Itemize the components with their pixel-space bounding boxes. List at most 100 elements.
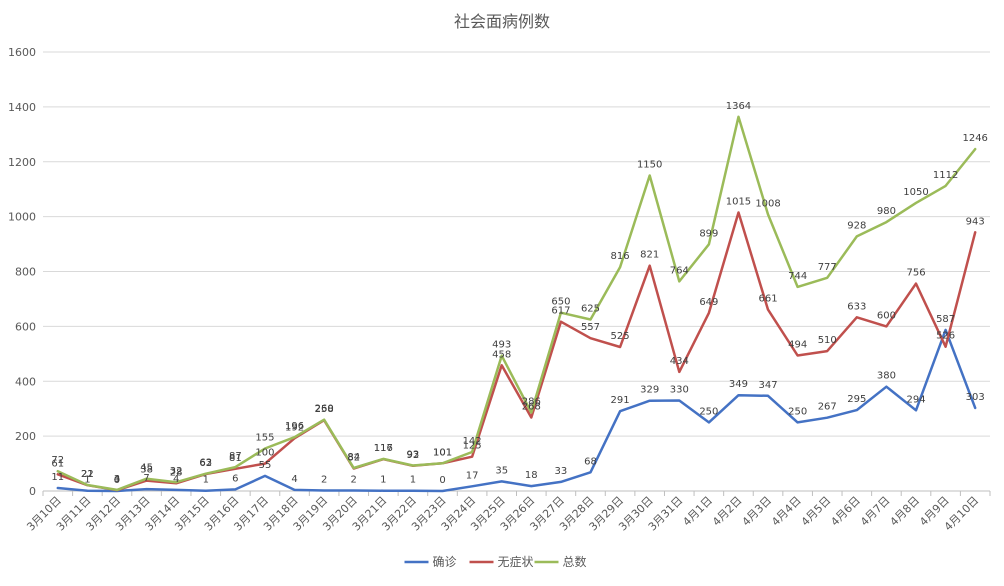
- data-label: 33: [555, 466, 568, 477]
- y-tick-label: 800: [15, 266, 36, 279]
- data-label: 458: [492, 349, 511, 360]
- data-label: 116: [374, 443, 393, 454]
- data-label: 100: [255, 448, 274, 459]
- data-label: 55: [259, 460, 272, 471]
- data-label: 1246: [962, 133, 987, 144]
- data-label: 117: [374, 443, 393, 454]
- data-label: 62: [199, 458, 212, 469]
- data-label: 63: [199, 458, 212, 469]
- data-label: 617: [551, 306, 570, 317]
- y-tick-label: 1200: [8, 156, 36, 169]
- data-label: 928: [847, 220, 866, 231]
- y-tick-label: 400: [15, 375, 36, 388]
- legend-label: 总数: [563, 554, 587, 569]
- data-label: 4: [114, 474, 120, 485]
- data-label: 250: [788, 406, 807, 417]
- data-label: 35: [495, 465, 508, 476]
- data-label: 11: [51, 472, 64, 483]
- data-label: 1: [380, 475, 386, 486]
- data-label: 295: [847, 394, 866, 405]
- data-label: 2: [321, 474, 327, 485]
- data-label: 196: [285, 421, 304, 432]
- x-tick-label: 4月5日: [799, 494, 834, 529]
- x-axis-ticks: 3月10日3月11日3月12日3月13日3月14日3月15日3月16日3月17日…: [24, 491, 991, 534]
- data-label: 380: [877, 371, 896, 382]
- data-label: 764: [670, 265, 689, 276]
- data-label: 943: [966, 216, 985, 227]
- data-label: 258: [315, 404, 334, 415]
- data-label: 21: [81, 469, 94, 480]
- data-label: 268: [522, 401, 541, 412]
- data-label: 777: [818, 262, 837, 273]
- data-label: 510: [818, 335, 837, 346]
- data-label: 557: [581, 322, 600, 333]
- data-label: 45: [140, 463, 153, 474]
- data-label: 87: [229, 451, 242, 462]
- data-label: 980: [877, 206, 896, 217]
- data-label: 291: [611, 395, 630, 406]
- data-label: 625: [581, 304, 600, 315]
- y-tick-label: 1600: [8, 46, 36, 59]
- legend: 确诊 无症状 总数: [404, 554, 587, 569]
- data-label: 587: [936, 314, 955, 325]
- legend-item-0: 确诊: [404, 555, 457, 569]
- data-label: 4: [173, 474, 179, 485]
- legend-item-2: 总数: [534, 554, 587, 569]
- legend-label: 无症状: [498, 554, 534, 569]
- x-tick-label: 4月6日: [828, 494, 863, 529]
- data-label: 267: [818, 402, 837, 413]
- data-label: 32: [170, 466, 183, 477]
- x-tick-label: 4月2日: [710, 494, 745, 529]
- data-label: 756: [906, 268, 925, 279]
- data-label: 434: [670, 356, 689, 367]
- data-label: 192: [285, 422, 304, 433]
- data-label: 17: [466, 470, 479, 481]
- data-label: 4: [291, 474, 297, 485]
- data-label: 81: [229, 453, 242, 464]
- data-label: 1015: [726, 197, 751, 208]
- y-axis-ticks: 0 200 400 600 800 1000 1200 1400 1600: [8, 46, 36, 498]
- data-label: 1150: [637, 159, 662, 170]
- data-label: 899: [699, 228, 718, 239]
- data-label: 294: [906, 394, 925, 405]
- x-tick-label: 4月3日: [740, 494, 775, 529]
- data-label: 600: [877, 310, 896, 321]
- data-label: 3: [114, 474, 120, 485]
- data-label: 18: [525, 470, 538, 481]
- data-label: 0: [439, 475, 445, 486]
- data-label: 92: [407, 450, 420, 461]
- data-label: 525: [611, 331, 630, 342]
- data-label: 347: [759, 380, 778, 391]
- data-label: 1112: [933, 170, 958, 181]
- chart-title: 社会面病例数: [454, 12, 550, 31]
- data-label: 38: [140, 465, 153, 476]
- data-label: 22: [81, 469, 94, 480]
- data-label: 142: [463, 436, 482, 447]
- x-tick-label: 4月8日: [887, 494, 922, 529]
- data-label: 72: [51, 455, 64, 466]
- data-label: 0: [114, 475, 120, 486]
- series-line-1: [56, 211, 977, 492]
- data-label: 821: [640, 250, 659, 261]
- y-tick-label: 1400: [8, 101, 36, 114]
- data-label: 260: [315, 404, 334, 415]
- legend-label: 确诊: [433, 555, 457, 569]
- data-label: 2: [351, 474, 357, 485]
- data-label: 84: [347, 452, 360, 463]
- data-label: 303: [966, 392, 985, 403]
- x-tick-label: 4月1日: [680, 494, 715, 529]
- data-label: 68: [584, 456, 597, 467]
- data-label: 6: [232, 473, 238, 484]
- data-label: 125: [463, 441, 482, 452]
- data-label: 330: [670, 384, 689, 395]
- data-label: 82: [347, 453, 360, 464]
- data-label: 526: [936, 331, 955, 342]
- data-label: 101: [433, 447, 452, 458]
- y-tick-label: 1000: [8, 211, 36, 224]
- data-label: 155: [255, 432, 274, 443]
- x-tick-label: 4月4日: [769, 494, 804, 529]
- data-label: 493: [492, 340, 511, 351]
- data-label: 1: [84, 475, 90, 486]
